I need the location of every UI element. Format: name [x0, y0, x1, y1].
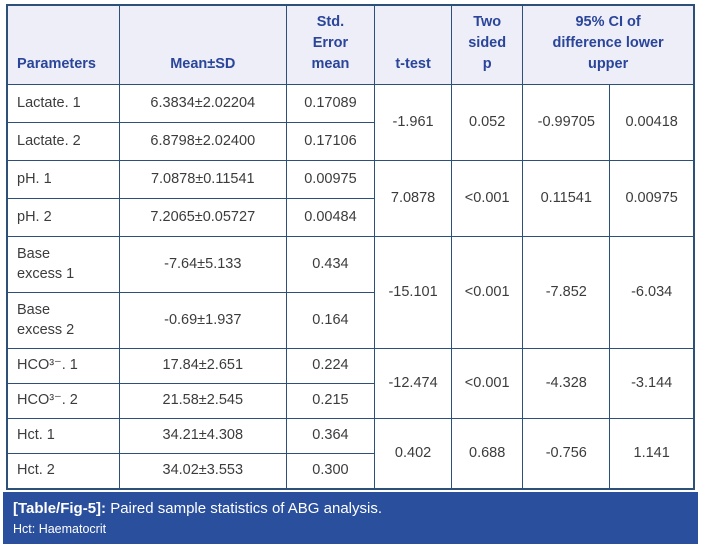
std-error-cell: 0.17106 [285, 122, 376, 162]
ci-lower-cell: -7.852 [522, 236, 611, 350]
table-row: Lactate. 2 6.8798±2.02400 0.17106 [6, 122, 694, 162]
table-row: Hct. 2 34.02±3.553 0.300 [6, 453, 694, 490]
col-header-t-test: t-test [374, 4, 453, 86]
param-cell: pH. 2 [6, 198, 120, 238]
ci-upper-cell: -3.144 [609, 348, 695, 420]
p-value-cell: 0.688 [451, 418, 524, 490]
mean-sd-cell: -0.69±1.937 [118, 292, 287, 350]
mean-sd-cell: 6.8798±2.02400 [118, 122, 287, 162]
param-cell: HCO³⁻. 2 [6, 383, 120, 420]
caption-text: Paired sample statistics of ABG analysis… [106, 499, 382, 517]
param-cell: HCO³⁻. 1 [6, 348, 120, 385]
param-cell: Hct. 1 [6, 418, 120, 455]
mean-sd-cell: 34.21±4.308 [118, 418, 287, 455]
param-cell: Base excess 1 [6, 236, 120, 294]
mean-sd-cell: 17.84±2.651 [118, 348, 287, 385]
mean-sd-cell: 7.2065±0.05727 [118, 198, 287, 238]
std-error-cell: 0.00975 [285, 160, 376, 200]
param-cell: Hct. 2 [6, 453, 120, 490]
std-error-cell: 0.00484 [285, 198, 376, 238]
p-value-cell: <0.001 [451, 236, 524, 350]
mean-sd-cell: 6.3834±2.02204 [118, 84, 287, 124]
mean-sd-cell: 21.58±2.545 [118, 383, 287, 420]
col-header-parameters: Parameters [6, 4, 120, 86]
ci-lower-cell: 0.11541 [522, 160, 611, 238]
t-test-cell: -1.961 [374, 84, 453, 162]
param-cell: pH. 1 [6, 160, 120, 200]
col-header-mean-sd: Mean±SD [118, 4, 287, 86]
std-error-cell: 0.364 [285, 418, 376, 455]
ci-lower-cell: -0.99705 [522, 84, 611, 162]
table-row: Hct. 1 34.21±4.308 0.364 0.402 0.688 -0.… [6, 418, 695, 490]
std-error-cell: 0.215 [285, 383, 376, 420]
table-row: HCO³⁻. 2 21.58±2.545 0.215 [6, 383, 694, 420]
table-caption: [Table/Fig-5]: Paired sample statistics … [3, 491, 698, 544]
t-test-cell: -12.474 [374, 348, 453, 420]
std-error-cell: 0.300 [285, 453, 376, 490]
col-header-95ci: 95% CI of difference lower upper [522, 4, 695, 86]
t-test-cell: 0.402 [374, 418, 453, 490]
ci-upper-cell: -6.034 [609, 236, 695, 350]
table-row: pH. 1 7.0878±0.11541 0.00975 7.0878 <0.0… [6, 160, 695, 238]
table-row: Lactate. 1 6.3834±2.02204 0.17089 -1.961… [6, 84, 695, 162]
t-test-cell: 7.0878 [374, 160, 453, 238]
table-row: HCO³⁻. 1 17.84±2.651 0.224 -12.474 <0.00… [6, 348, 695, 420]
std-error-cell: 0.17089 [285, 84, 376, 124]
param-cell: Base excess 2 [6, 292, 120, 350]
table-row: pH. 2 7.2065±0.05727 0.00484 [6, 198, 694, 238]
t-test-cell: -15.101 [374, 236, 453, 350]
std-error-cell: 0.164 [285, 292, 376, 350]
ci-lower-cell: -4.328 [522, 348, 611, 420]
caption-label: [Table/Fig-5]: [13, 499, 107, 517]
param-cell: Lactate. 1 [6, 84, 120, 124]
caption-note: Hct: Haematocrit [13, 521, 107, 536]
param-cell: Lactate. 2 [6, 122, 120, 162]
ci-upper-cell: 1.141 [609, 418, 695, 490]
std-error-cell: 0.434 [285, 236, 376, 294]
ci-lower-cell: -0.756 [522, 418, 611, 490]
p-value-cell: <0.001 [451, 160, 524, 238]
col-header-std-error: Std. Error mean [285, 4, 376, 86]
table-row: Base excess 2 -0.69±1.937 0.164 [6, 292, 694, 350]
caption-title: [Table/Fig-5]: Paired sample statistics … [13, 500, 688, 518]
statistics-table: Parameters Mean±SD Std. Error mean t-tes… [6, 4, 695, 490]
p-value-cell: 0.052 [451, 84, 524, 162]
ci-upper-cell: 0.00418 [609, 84, 695, 162]
table-row: Base excess 1 -7.64±5.133 0.434 -15.101 … [6, 236, 695, 350]
col-header-two-sided-p: Two sided p [451, 4, 524, 86]
mean-sd-cell: -7.64±5.133 [118, 236, 287, 294]
p-value-cell: <0.001 [451, 348, 524, 420]
std-error-cell: 0.224 [285, 348, 376, 385]
mean-sd-cell: 7.0878±0.11541 [118, 160, 287, 200]
ci-upper-cell: 0.00975 [609, 160, 695, 238]
header-row: Parameters Mean±SD Std. Error mean t-tes… [6, 4, 695, 86]
mean-sd-cell: 34.02±3.553 [118, 453, 287, 490]
